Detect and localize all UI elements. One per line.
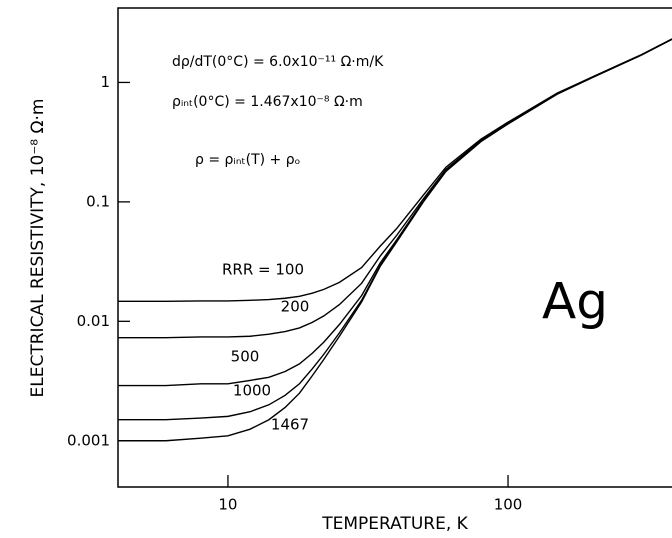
annotation: ρᵢₙₜ(0°C) = 1.467x10⁻⁸ Ω·m xyxy=(172,94,363,110)
y-tick-label: 0.1 xyxy=(86,192,110,210)
series-line xyxy=(118,38,672,442)
series-label: 1467 xyxy=(271,416,309,434)
x-tick-label: 10 xyxy=(218,496,237,514)
series-label: RRR = 100 xyxy=(222,261,304,279)
curves xyxy=(118,38,672,442)
y-tick-label: 1 xyxy=(100,73,110,91)
annotation: ρ = ρᵢₙₜ(T) + ρₒ xyxy=(195,152,300,168)
y-tick-label: 0.01 xyxy=(77,312,110,330)
x-tick-label: 100 xyxy=(494,496,523,514)
series-line xyxy=(118,38,672,387)
series-label: 200 xyxy=(281,298,310,316)
series-label: 1000 xyxy=(233,382,271,400)
annotation: dρ/dT(0°C) = 6.0x10⁻¹¹ Ω·m/K xyxy=(172,54,384,70)
y-axis-title: ELECTRICAL RESISTIVITY, 10⁻⁸ Ω·m xyxy=(28,99,48,398)
x-axis-title: TEMPERATURE, K xyxy=(321,514,468,534)
y-tick-label: 0.001 xyxy=(67,431,110,449)
series-label: 500 xyxy=(231,348,260,366)
element-label: Ag xyxy=(542,273,608,331)
plot-frame xyxy=(117,7,672,488)
